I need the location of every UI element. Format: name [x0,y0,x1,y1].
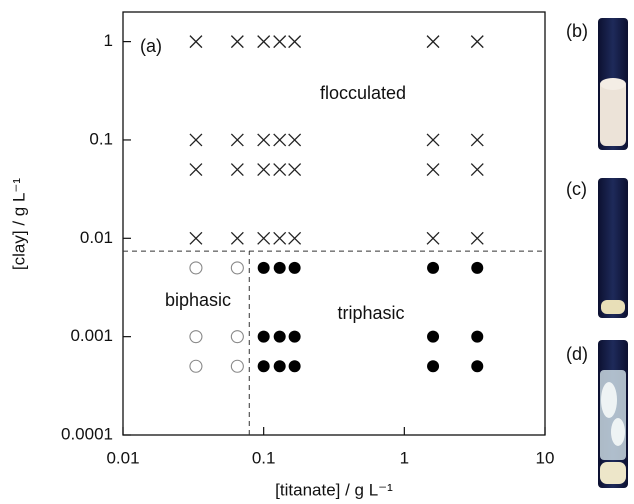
x-tick-label: 1 [400,448,409,467]
cross-point [426,133,440,147]
cross-point [189,163,203,177]
cross-point [189,35,203,49]
photo-label: (b) [566,21,588,41]
cross-point [273,35,287,49]
cross-point [230,163,244,177]
cross-point [273,133,287,147]
filled-point [427,330,440,343]
cross-point [426,231,440,245]
cross-point [470,163,484,177]
cross-point [273,163,287,177]
filled-point [471,330,484,343]
cross-point [257,231,271,245]
open-point [189,261,203,275]
x-tick-label: 0.1 [252,448,276,467]
cross-point [230,231,244,245]
y-tick-label: 0.01 [80,228,113,247]
open-point [230,359,244,373]
cross-point [470,231,484,245]
photo-d [598,340,628,488]
annotation: flocculated [320,83,406,103]
x-tick-label: 10 [536,448,555,467]
photo-b [598,18,628,150]
y-tick-label: 0.0001 [61,424,113,443]
cross-point [288,163,302,177]
photo-label: (d) [566,344,588,364]
cross-point [426,163,440,177]
photo-label: (c) [566,179,587,199]
filled-point [273,261,286,274]
cross-point [288,133,302,147]
filled-point [427,261,440,274]
cross-point [257,35,271,49]
open-point [189,330,203,344]
open-point [189,359,203,373]
filled-point [427,360,440,373]
y-tick-label: 1 [104,31,113,50]
filled-point [273,360,286,373]
cross-point [426,35,440,49]
filled-point [471,360,484,373]
photo-c [598,178,628,318]
filled-point [288,261,301,274]
cross-point [257,133,271,147]
y-tick-label: 0.001 [70,326,113,345]
open-point [230,330,244,344]
filled-point [288,360,301,373]
cross-point [257,163,271,177]
plot-frame [122,11,546,436]
y-axis-label: [clay] / g L⁻¹ [9,178,28,270]
filled-point [257,360,270,373]
cross-point [230,35,244,49]
annotation: triphasic [337,303,404,323]
x-axis-label: [titanate] / g L⁻¹ [275,480,393,499]
open-point [230,261,244,275]
cross-point [230,133,244,147]
cross-point [470,35,484,49]
cross-point [273,231,287,245]
cross-point [470,133,484,147]
cross-point [189,231,203,245]
annotation: biphasic [165,290,231,310]
annotation: (a) [140,36,162,56]
cross-point [288,231,302,245]
filled-point [273,330,286,343]
filled-point [257,261,270,274]
filled-point [471,261,484,274]
cross-point [189,133,203,147]
x-tick-label: 0.01 [106,448,139,467]
cross-point [288,35,302,49]
y-tick-label: 0.1 [89,129,113,148]
filled-point [288,330,301,343]
filled-point [257,330,270,343]
